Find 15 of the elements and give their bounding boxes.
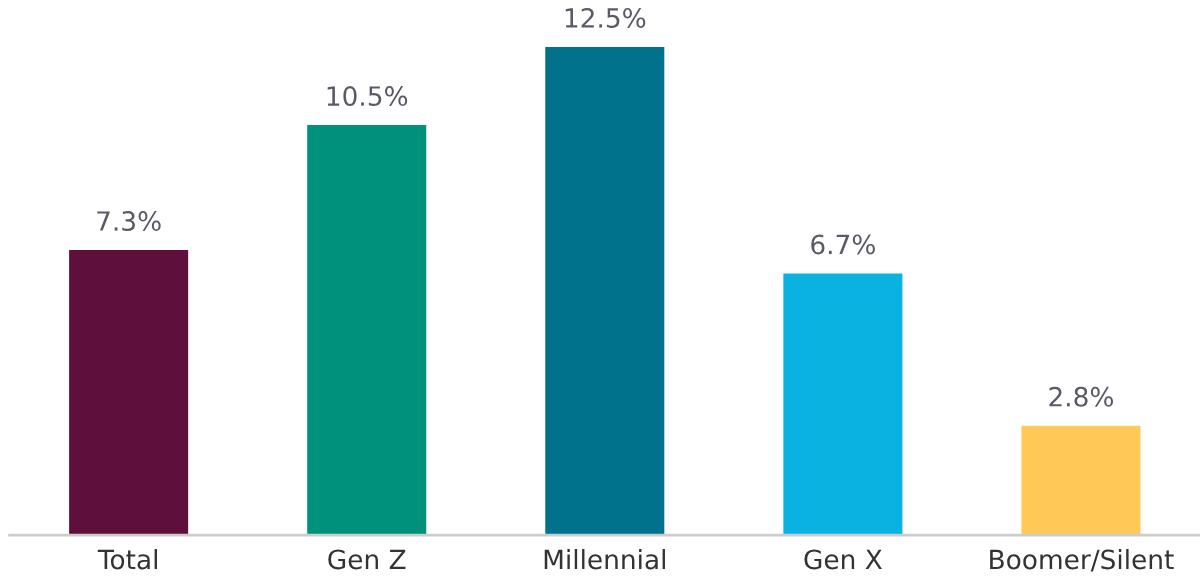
data-label: 12.5% bbox=[565, 7, 646, 28]
x-tick-label: Total bbox=[97, 548, 157, 570]
data-label: 10.5% bbox=[327, 86, 408, 107]
x-tick-label: Boomer/Silent bbox=[990, 548, 1174, 572]
bar bbox=[69, 250, 189, 536]
bar bbox=[307, 125, 427, 536]
bar bbox=[1021, 425, 1141, 536]
data-label: 2.8% bbox=[1049, 386, 1114, 407]
data-label: 6.7% bbox=[811, 234, 875, 255]
bar bbox=[545, 46, 665, 536]
bar bbox=[783, 273, 903, 536]
data-label: 7.3% bbox=[97, 211, 161, 231]
x-tick-label: Millennial bbox=[544, 548, 665, 570]
x-tick-label: Gen Z bbox=[328, 549, 406, 570]
x-tick-label: Gen X bbox=[804, 549, 882, 570]
